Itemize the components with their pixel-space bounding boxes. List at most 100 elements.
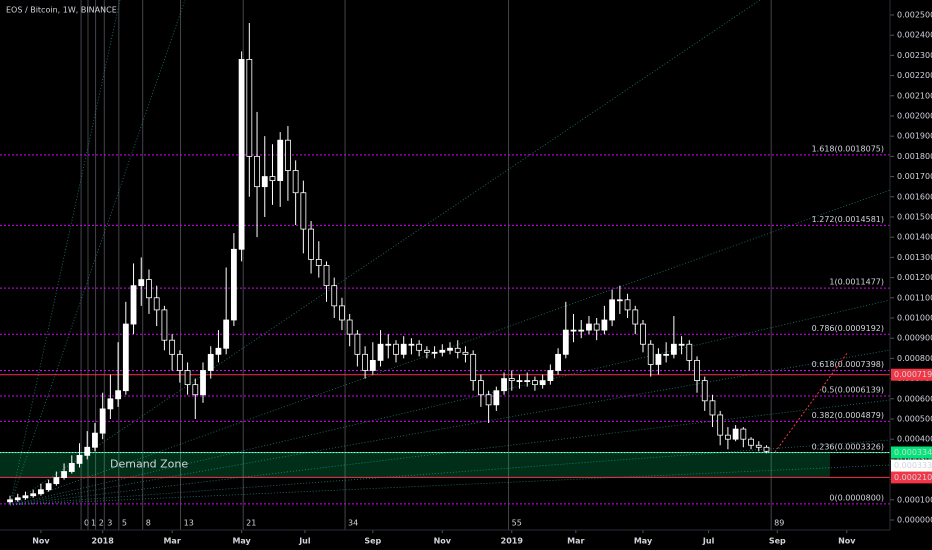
fan-line [9, 0, 121, 506]
y-tick-label: 0.0015000 [897, 212, 932, 221]
y-tick-label: 0.0017000 [897, 172, 932, 181]
candle-body [454, 347, 461, 353]
x-tick-label: May [634, 537, 653, 546]
x-tick-label: Sep [769, 537, 786, 546]
candle-body [493, 390, 500, 406]
candle-body [655, 353, 662, 365]
candle-body [238, 58, 245, 250]
candle-body [331, 285, 338, 307]
candle-body [485, 394, 492, 406]
candle-body [647, 343, 654, 365]
candle-body [369, 360, 376, 371]
candle-body [593, 323, 600, 331]
last-price-label: 0.0003338 [894, 461, 932, 470]
candle-body [562, 329, 569, 355]
time-zone-label: 13 [184, 519, 194, 528]
candle-body [285, 139, 291, 171]
candle-body [14, 497, 21, 501]
candle-body [269, 176, 276, 182]
price-box-label: 0.0002109 [894, 473, 932, 482]
candle-body [192, 384, 199, 396]
candle-body [763, 446, 770, 452]
candle-body [53, 477, 60, 485]
x-tick-label: Nov [434, 537, 452, 546]
candle-body [717, 414, 724, 436]
time-zone-label: 5 [122, 519, 127, 528]
fan-line [9, 299, 891, 506]
candle-body [377, 343, 384, 361]
last-price-box [891, 459, 932, 472]
candle-body [709, 400, 716, 416]
fib-level-label: 1.618(0.0018075) [812, 144, 884, 153]
x-tick-label: Mar [163, 537, 180, 546]
y-tick-label: 0.0003000 [897, 455, 932, 464]
y-tick-label: 0.0013000 [897, 253, 932, 262]
candle-body [694, 360, 700, 382]
time-zone-label: 34 [348, 519, 358, 528]
candle-body [532, 380, 538, 386]
y-tick-label: 0.0010000 [897, 313, 932, 322]
candle-body [524, 380, 531, 383]
candle-body [439, 349, 446, 353]
candle-body [555, 353, 561, 371]
fib-fan [9, 0, 891, 506]
time-zone-label: 2 [99, 519, 104, 528]
candle-body [223, 319, 230, 349]
candle-body [516, 380, 523, 383]
candle-body [30, 493, 37, 497]
x-tick-label: 2019 [501, 537, 524, 546]
candle-body [578, 329, 585, 332]
candle-body [308, 228, 314, 260]
candle-body [323, 265, 330, 287]
y-tick-label: 0.0019000 [897, 132, 932, 141]
y-tick-label: 0.0009000 [897, 334, 932, 343]
candle-body [277, 139, 284, 182]
candle-body [176, 353, 183, 371]
y-tick-label: 0.0005000 [897, 414, 932, 423]
fib-level-label: 0.786(0.0009192) [812, 324, 884, 333]
time-zone-label: 89 [774, 519, 784, 528]
candle-body [68, 463, 75, 472]
fan-line [9, 399, 891, 506]
candle-body [393, 343, 399, 355]
candle-body [107, 398, 114, 410]
candle-body [501, 378, 507, 392]
candle-body [416, 343, 423, 351]
y-tick-label: 0.0011000 [897, 293, 932, 302]
y-tick-label: 0.0024000 [897, 31, 932, 40]
fib-level-label: 0.382(0.0004879) [812, 411, 884, 420]
candle-body [678, 343, 685, 346]
candle-body [400, 343, 407, 355]
y-tick-label: 0.0001000 [897, 495, 932, 504]
fan-line [9, 0, 186, 506]
candle-body [586, 323, 592, 331]
candle-body [115, 390, 122, 400]
x-tick-label: Nov [838, 537, 856, 546]
chart-title: EOS / Bitcoin, 1W, BINANCE [6, 6, 117, 15]
y-tick-label: 0.0006000 [897, 394, 932, 403]
candle-body [624, 299, 631, 311]
x-tick-label: Sep [364, 537, 381, 546]
candle-body [616, 299, 623, 302]
candle-body [477, 380, 484, 396]
candle-body [547, 370, 554, 382]
price-box [891, 471, 932, 484]
candle-body [601, 319, 608, 331]
time-zone-label: 0 [84, 519, 89, 528]
candle-body [254, 155, 260, 188]
candle-body [246, 58, 253, 157]
candle-body [215, 347, 222, 355]
y-tick-label: 0.0025000 [897, 10, 932, 19]
candle-body [230, 248, 237, 321]
candle-body [354, 333, 361, 355]
x-tick-label: Jul [298, 537, 311, 546]
candle-body [61, 471, 67, 478]
candle-body [76, 454, 83, 464]
candle-body [362, 353, 369, 371]
candle-body [261, 176, 268, 188]
candle-body [99, 408, 106, 434]
projection-line [774, 351, 849, 453]
price-box [891, 446, 932, 459]
y-tick-label: 0.0004000 [897, 435, 932, 444]
